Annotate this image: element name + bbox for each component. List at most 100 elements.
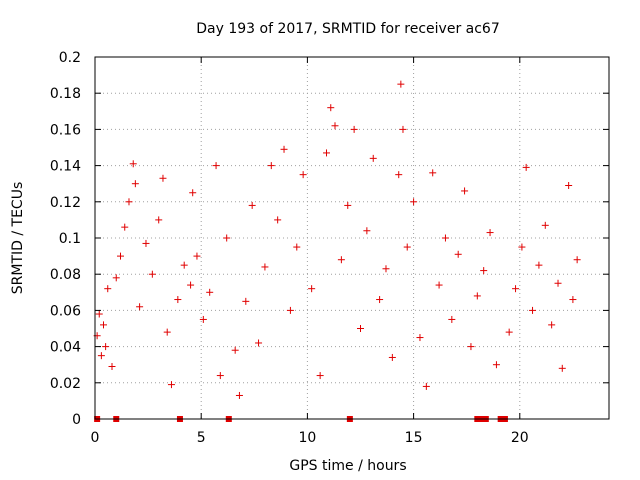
- data-point: [492, 361, 500, 369]
- data-point: [280, 145, 288, 153]
- data-point: [448, 315, 456, 323]
- data-point: [363, 227, 371, 235]
- y-tick-label: 0.14: [50, 159, 81, 175]
- data-point: [116, 252, 124, 260]
- data-point: [163, 328, 171, 336]
- data-points: [93, 80, 581, 399]
- data-point: [102, 343, 110, 351]
- data-point: [231, 346, 239, 354]
- data-point: [399, 125, 407, 133]
- y-tick-label: 0.08: [50, 267, 81, 283]
- data-point: [435, 281, 443, 289]
- data-point: [558, 364, 566, 372]
- data-point: [167, 381, 175, 389]
- data-point: [388, 353, 396, 361]
- data-point: [187, 281, 195, 289]
- data-point: [255, 339, 263, 347]
- data-point: [454, 250, 462, 258]
- data-point: [267, 162, 275, 170]
- data-point: [180, 261, 188, 269]
- x-tick-label: 15: [405, 430, 423, 446]
- data-point: [104, 285, 112, 293]
- x-tick-label: 10: [298, 430, 316, 446]
- data-point: [535, 261, 543, 269]
- data-point: [548, 321, 556, 329]
- data-point: [416, 334, 424, 342]
- data-point: [467, 343, 475, 351]
- chart-title: Day 193 of 2017, SRMTID for receiver ac6…: [196, 21, 500, 37]
- data-point: [216, 372, 224, 380]
- data-point: [350, 125, 358, 133]
- data-point: [541, 221, 549, 229]
- data-point: [518, 243, 526, 251]
- data-point: [410, 198, 418, 206]
- data-point: [344, 201, 352, 209]
- data-point: [97, 352, 105, 360]
- data-point: [529, 306, 537, 314]
- data-point: [286, 306, 294, 314]
- data-point: [299, 171, 307, 179]
- grid: [95, 57, 609, 419]
- data-point: [382, 265, 390, 273]
- data-point: [331, 122, 339, 130]
- data-point: [242, 297, 250, 305]
- data-point: [148, 270, 156, 278]
- x-tick-label: 20: [511, 430, 529, 446]
- y-tick-label: 0.02: [50, 376, 81, 392]
- data-point: [522, 163, 530, 171]
- data-point: [308, 285, 316, 293]
- data-point: [108, 363, 116, 371]
- data-point: [554, 279, 562, 287]
- data-point: [274, 216, 282, 224]
- y-tick-label: 0.04: [50, 340, 81, 356]
- data-point: [376, 296, 384, 304]
- y-tick-label: 0.1: [59, 231, 81, 247]
- data-point: [461, 187, 469, 195]
- data-point: [212, 162, 220, 170]
- data-point: [441, 234, 449, 242]
- y-tick-label: 0.12: [50, 195, 81, 211]
- x-tick-label: 0: [91, 430, 100, 446]
- data-point: [429, 169, 437, 177]
- data-point: [125, 198, 133, 206]
- data-point: [369, 154, 377, 162]
- data-point: [159, 174, 167, 182]
- data-point: [512, 285, 520, 293]
- y-tick-label: 0.16: [50, 122, 81, 138]
- data-point: [573, 256, 581, 264]
- data-point: [565, 182, 573, 190]
- data-point: [403, 243, 411, 251]
- data-point: [99, 321, 107, 329]
- axis-ticks: [94, 56, 609, 420]
- data-point: [480, 267, 488, 275]
- data-point: [129, 160, 137, 168]
- data-point: [235, 391, 243, 399]
- x-axis-label: GPS time / hours: [289, 458, 406, 474]
- x-tick-label: 5: [197, 430, 206, 446]
- data-point: [293, 243, 301, 251]
- data-point: [505, 328, 513, 336]
- data-point: [199, 315, 207, 323]
- data-point: [356, 325, 364, 332]
- y-tick-labels: 0 0.02 0.04 0.06 0.08 0.1 0.12 0.14 0.16 0.18 0.2: [50, 50, 81, 428]
- data-point: [112, 274, 120, 282]
- data-point: [569, 296, 577, 304]
- data-point: [155, 216, 163, 224]
- y-tick-label: 0.2: [59, 50, 81, 66]
- data-point: [206, 288, 214, 296]
- y-axis-label: SRMTID / TECUs: [10, 182, 26, 295]
- data-point: [131, 180, 139, 188]
- y-tick-label: 0.18: [50, 86, 81, 102]
- data-point: [174, 296, 182, 304]
- data-point: [473, 292, 481, 300]
- data-point: [486, 229, 494, 237]
- data-point: [395, 171, 403, 179]
- data-point: [189, 189, 197, 197]
- data-point: [193, 252, 201, 260]
- data-point: [121, 223, 129, 231]
- data-point: [323, 149, 331, 157]
- data-point: [223, 234, 231, 242]
- y-tick-label: 0.06: [50, 303, 81, 319]
